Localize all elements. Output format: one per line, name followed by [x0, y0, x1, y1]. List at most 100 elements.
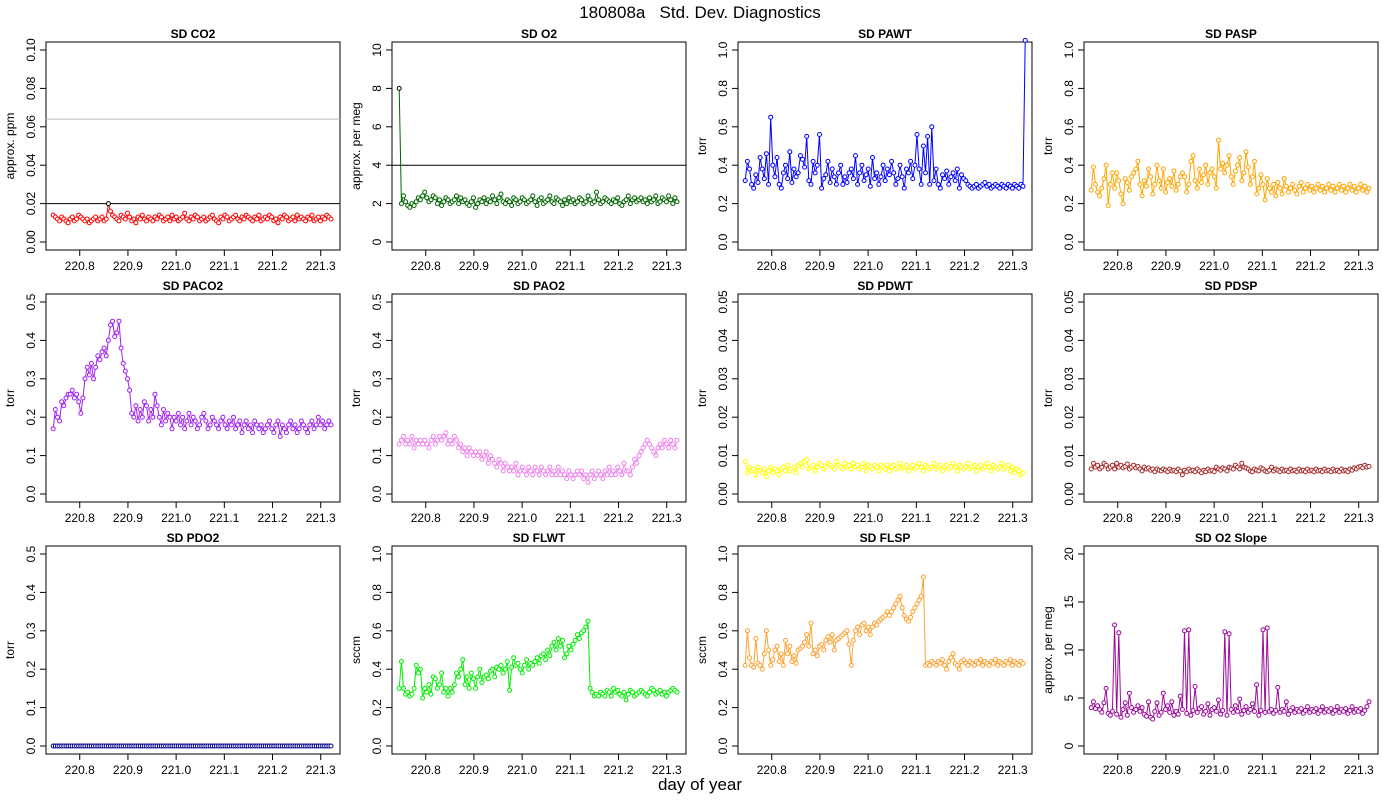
data-point	[447, 437, 453, 443]
y-tick-label: 0.4	[716, 157, 730, 174]
data-point	[103, 353, 109, 359]
data-point	[1211, 174, 1217, 180]
data-point	[950, 170, 956, 176]
data-point	[1152, 708, 1158, 714]
data-point	[496, 666, 502, 672]
data-point	[787, 149, 793, 155]
data-point	[914, 601, 920, 607]
data-point	[774, 155, 780, 160]
x-tick-label: 221.1	[901, 259, 931, 273]
data-point	[778, 651, 784, 657]
data-point	[982, 180, 988, 185]
y-axis-label: torr	[349, 389, 363, 407]
y-axis-label: sccm	[349, 636, 363, 664]
data-point	[439, 437, 445, 443]
data-point	[458, 441, 464, 447]
data-point	[1126, 187, 1132, 193]
data-point	[1216, 137, 1221, 143]
data-point	[651, 449, 657, 455]
data-point	[420, 441, 426, 447]
data-point	[891, 170, 897, 176]
data-point	[1226, 631, 1232, 637]
data-point	[886, 468, 892, 474]
data-point	[1258, 708, 1264, 713]
data-point	[165, 410, 171, 416]
data-point	[1109, 708, 1115, 714]
y-tick-label: 0.1	[370, 447, 384, 464]
data-point	[819, 462, 825, 468]
data-point	[1131, 170, 1137, 176]
data-point	[640, 445, 646, 451]
data-point	[517, 468, 523, 474]
data-point	[831, 466, 837, 472]
data-point	[509, 464, 515, 470]
data-point	[298, 418, 304, 424]
data-point	[519, 464, 525, 470]
chart-title: SD PDO2	[167, 531, 220, 545]
x-tick-label: 221.0	[1199, 763, 1229, 777]
data-point	[606, 464, 612, 470]
y-tick-label: 6	[370, 123, 384, 130]
data-point	[653, 193, 659, 199]
data-point	[199, 414, 205, 420]
data-point	[562, 655, 568, 661]
data-point	[175, 410, 181, 416]
x-tick-label: 220.8	[411, 259, 441, 273]
data-point	[884, 462, 890, 468]
data-point	[496, 456, 502, 462]
data-point	[437, 682, 442, 688]
data-point	[753, 472, 759, 478]
data-point	[570, 641, 576, 647]
data-point	[483, 201, 489, 207]
data-point	[1101, 700, 1107, 706]
data-point	[1317, 708, 1323, 713]
data-point	[1243, 704, 1249, 710]
data-point	[950, 651, 956, 657]
data-point	[1292, 187, 1298, 193]
data-point	[878, 174, 884, 180]
x-tick-label: 221.2	[1296, 259, 1326, 273]
data-point	[619, 203, 625, 208]
data-point	[744, 470, 750, 476]
data-point	[473, 204, 479, 210]
data-point	[1009, 662, 1015, 668]
data-point	[502, 666, 508, 672]
data-point	[914, 132, 920, 137]
y-axis-label: torr	[1041, 389, 1055, 407]
x-tick-label: 221.0	[1199, 511, 1229, 525]
data-point	[1296, 183, 1302, 189]
data-point	[621, 689, 627, 695]
x-tick-label: 220.9	[459, 259, 489, 273]
data-point	[1109, 170, 1115, 176]
data-point	[260, 430, 266, 436]
data-point	[572, 637, 578, 643]
data-point	[1277, 185, 1283, 191]
data-point	[663, 199, 669, 205]
data-point	[1150, 716, 1156, 722]
data-point	[290, 214, 296, 220]
data-point	[557, 643, 563, 649]
y-tick-label: 0.04	[716, 328, 730, 352]
x-tick-label: 221.1	[555, 763, 585, 777]
data-point	[761, 176, 767, 182]
data-point	[1184, 710, 1190, 716]
data-point	[1152, 181, 1158, 187]
data-point	[224, 426, 230, 432]
data-point	[521, 197, 527, 203]
y-tick-label: 0.4	[1062, 157, 1076, 174]
data-point	[462, 197, 468, 203]
data-point	[806, 643, 812, 649]
data-point	[264, 422, 270, 428]
data-point	[920, 574, 926, 580]
data-point	[515, 660, 521, 666]
data-point	[1290, 181, 1296, 187]
data-point	[882, 178, 888, 184]
data-point	[407, 204, 413, 210]
plot-frame	[737, 41, 1033, 251]
x-tick-label: 221.0	[161, 763, 191, 777]
x-tick-label: 221.2	[1296, 763, 1326, 777]
data-point	[487, 199, 493, 205]
data-point	[116, 318, 122, 324]
data-point	[273, 216, 279, 222]
y-tick-label: 0.2	[1062, 195, 1076, 212]
